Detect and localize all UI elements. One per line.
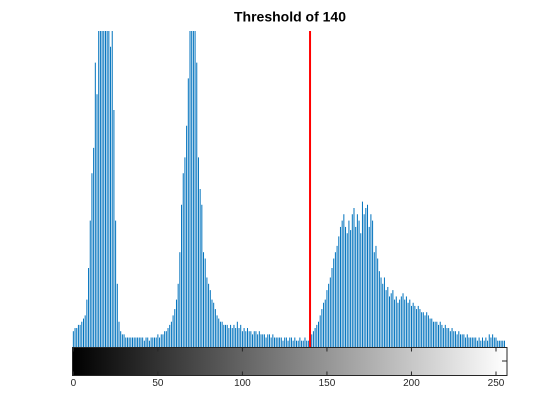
x-tick-label: 0 bbox=[71, 378, 77, 389]
x-tick-label: 50 bbox=[152, 378, 164, 389]
x-tick-label: 250 bbox=[488, 378, 505, 389]
x-tick-label: 100 bbox=[234, 378, 251, 389]
x-tick-label: 200 bbox=[403, 378, 420, 389]
chart-title: Threshold of 140 bbox=[234, 9, 346, 25]
histogram bbox=[72, 31, 505, 347]
colorbar bbox=[72, 347, 508, 376]
x-tick-label: 150 bbox=[319, 378, 336, 389]
